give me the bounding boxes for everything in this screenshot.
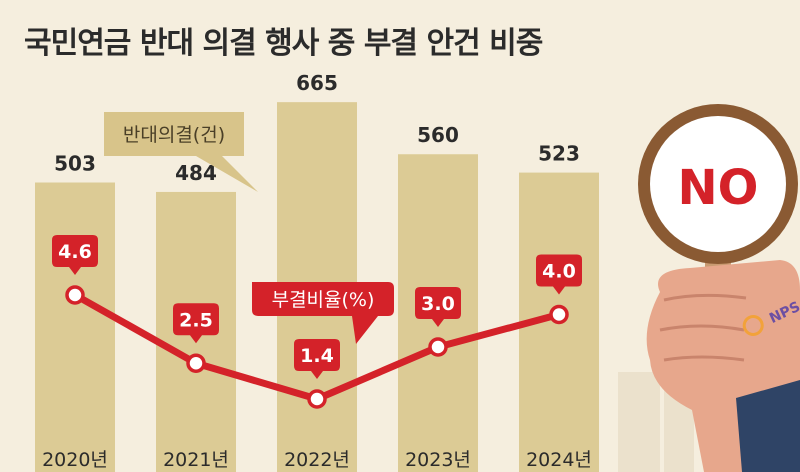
rate-label-box <box>536 254 582 295</box>
no-sign-illustration: NO NPS <box>638 104 800 472</box>
rate-label-box <box>173 303 219 344</box>
category-labels: 2020년 2021년 2022년 2023년 2024년 <box>42 449 592 471</box>
rate-label: 3.0 <box>421 293 455 315</box>
bar-value-label: 484 <box>175 161 217 185</box>
rate-point <box>307 389 327 409</box>
sign-face <box>650 116 786 252</box>
bar-value-label: 523 <box>538 142 580 166</box>
category-label: 2023년 <box>405 449 471 471</box>
category-label: 2022년 <box>284 449 350 471</box>
bar-value-label: 665 <box>296 71 338 95</box>
category-label: 2021년 <box>163 449 229 471</box>
rate-label-box <box>52 235 98 275</box>
category-label: 2020년 <box>42 449 108 471</box>
rate-label-box <box>415 287 461 327</box>
sign-no-text: NO <box>678 160 759 216</box>
rate-label: 1.4 <box>300 345 334 367</box>
rate-label: 4.0 <box>542 261 576 283</box>
rate-label: 2.5 <box>179 309 213 331</box>
rate-label: 4.6 <box>58 241 92 263</box>
legend-opposition-label: 반대의결(건) <box>123 124 225 146</box>
legend-opposition-callout: 반대의결(건) <box>104 112 258 192</box>
rate-point <box>186 353 206 373</box>
sleeve <box>736 380 800 472</box>
rate-point <box>549 304 569 325</box>
rate-label-box <box>294 339 340 379</box>
rate-point <box>65 285 85 305</box>
rate-point <box>428 337 448 357</box>
bar-value-label: 560 <box>417 123 459 147</box>
bar-2020년 <box>35 182 115 472</box>
bar-value-label: 503 <box>54 152 96 176</box>
rejection-rate-line-group: 4.6 2.5 1.4 3.0 4.0 <box>52 235 582 409</box>
category-label: 2024년 <box>526 449 592 471</box>
chart-title: 국민연금 반대 의결 행사 중 부결 안건 비중 <box>24 26 543 61</box>
legend-rejection-label: 부결비율(%) <box>272 289 375 311</box>
legend-rejection-callout: 부결비율(%) <box>252 282 394 344</box>
